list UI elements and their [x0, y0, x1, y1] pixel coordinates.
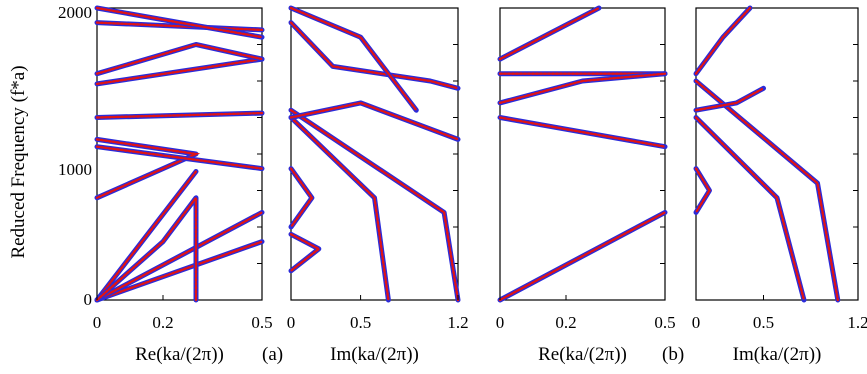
- band-curve-blue: [288, 166, 315, 230]
- band-curve-red: [95, 211, 264, 302]
- band-curve-red: [694, 167, 711, 214]
- band-curve-red: [289, 6, 418, 112]
- band-curve-blue: [497, 71, 668, 106]
- y-tick-label-2000: 2000: [58, 3, 92, 22]
- band-curve-red: [694, 87, 765, 112]
- band-curve-red: [694, 116, 806, 302]
- band-curve-red: [95, 43, 264, 75]
- x-tick-label: 1.2: [447, 313, 468, 332]
- band-curve-red: [95, 194, 198, 302]
- band-curve-blue: [288, 5, 419, 113]
- x-tick-label: 0: [496, 313, 505, 332]
- band-curve-red: [95, 240, 264, 302]
- x-tick-label: 0: [287, 313, 296, 332]
- panel-label-b: (b): [662, 344, 684, 365]
- band-curve-red: [694, 6, 752, 75]
- plot-frame: [695, 7, 859, 301]
- x-axis-label: Re(ka/(2π)): [538, 344, 627, 365]
- band-curve-blue: [693, 166, 712, 215]
- band-curve-red: [694, 79, 839, 302]
- band-curve-red: [498, 211, 667, 302]
- band-curve-red: [95, 170, 198, 302]
- x-tick-label: 0: [692, 313, 701, 332]
- y-axis-label: Reduced Frequency (f*a): [8, 65, 29, 258]
- band-curve-red: [289, 116, 390, 302]
- x-axis-label: Re(ka/(2π)): [135, 344, 224, 365]
- band-curve-red: [95, 21, 264, 32]
- subplot-a-2: 0 0.5 1.2 Im(ka/(2π)): [287, 5, 469, 365]
- x-tick-label: 0.2: [152, 313, 173, 332]
- x-tick-label: 0.5: [654, 313, 675, 332]
- subplot-a-1: 0 0.2 0.5 Re(ka/(2π)): [93, 5, 273, 365]
- band-curve-blue: [693, 115, 807, 303]
- x-tick-label: 0.5: [251, 313, 272, 332]
- x-tick-label: 1.2: [847, 313, 867, 332]
- band-curve-red: [289, 21, 460, 90]
- x-axis-label: Im(ka/(2π)): [733, 344, 822, 365]
- band-curve-red: [95, 138, 201, 200]
- band-curve-red: [498, 6, 601, 61]
- x-tick-label: 0.5: [753, 313, 774, 332]
- y-axis: Reduced Frequency (f*a) 0 1000 2000: [8, 3, 92, 309]
- subplot-b-1: 0 0.2 0.5 Re(ka/(2π)): [496, 5, 676, 365]
- panel-label-a: (a): [262, 344, 283, 365]
- y-tick-label-1000: 1000: [58, 160, 92, 179]
- band-curve-red: [498, 72, 667, 105]
- x-tick-label: 0.5: [350, 313, 371, 332]
- y-tick-label-0: 0: [84, 290, 93, 309]
- x-tick-label: 0: [93, 313, 102, 332]
- band-curve-red: [95, 111, 264, 119]
- band-curve-red: [498, 116, 667, 148]
- x-axis-label: Im(ka/(2π)): [330, 344, 419, 365]
- x-tick-label: 0.2: [555, 313, 576, 332]
- band-curve-red: [289, 101, 460, 141]
- band-curve-red: [95, 6, 264, 39]
- subplot-b-2: 0 0.5 1.2 Im(ka/(2π)): [692, 5, 867, 365]
- band-curve-red: [289, 233, 321, 272]
- subplots: 0 0.2 0.5 Re(ka/(2π)) 0 0.5 1.2 Im(ka/(2π)) 0 0.2…: [93, 5, 867, 365]
- band-curve-red: [95, 57, 264, 86]
- band-curve-red: [289, 108, 460, 302]
- band-curve-red: [95, 145, 264, 170]
- band-curve-red: [289, 167, 314, 229]
